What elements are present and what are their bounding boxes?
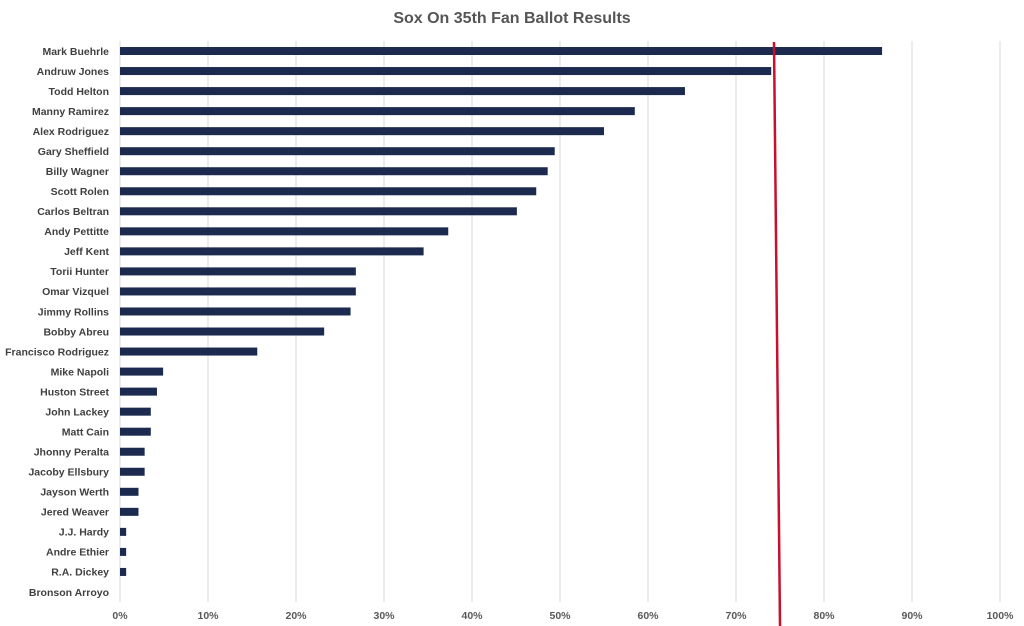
x-tick-label: 30% [373, 610, 395, 622]
bar [120, 387, 157, 396]
x-tick-label: 60% [637, 610, 659, 622]
bar [120, 447, 145, 456]
category-label: Scott Rolen [51, 186, 109, 198]
bar [120, 567, 127, 576]
bar [120, 367, 164, 376]
x-tick-label: 70% [725, 610, 747, 622]
category-label: Alex Rodriguez [33, 126, 109, 138]
bar [120, 287, 356, 296]
bar [120, 167, 548, 176]
bar [120, 147, 555, 156]
x-tick-label: 40% [461, 610, 483, 622]
category-label: Jered Weaver [41, 507, 109, 519]
category-label: Mike Napoli [51, 366, 109, 378]
bar [120, 467, 145, 476]
bar [120, 327, 325, 336]
category-label: Matt Cain [62, 426, 109, 438]
bar [120, 347, 258, 356]
bar [120, 407, 151, 416]
bar [120, 507, 139, 516]
category-label: Francisco Rodriguez [5, 346, 109, 358]
x-tick-label: 80% [813, 610, 835, 622]
category-label: Jayson Werth [40, 487, 109, 499]
bars [120, 47, 883, 576]
category-label: Jacoby Ellsbury [28, 467, 109, 479]
category-label: Carlos Beltran [37, 206, 109, 218]
bar [120, 547, 127, 556]
category-label: Jimmy Rollins [38, 306, 109, 318]
bar [120, 207, 517, 216]
category-label: J.J. Hardy [59, 527, 109, 539]
category-label: Andre Ethier [46, 547, 109, 559]
category-label: Huston Street [40, 386, 109, 398]
category-label: Gary Sheffield [38, 146, 109, 158]
category-label: R.A. Dickey [51, 567, 109, 579]
bar [120, 47, 883, 56]
bar [120, 227, 449, 236]
x-tick-label: 20% [285, 610, 307, 622]
bar [120, 307, 351, 316]
category-label: Omar Vizquel [42, 286, 109, 298]
x-tick-label: 100% [987, 610, 1015, 622]
bar [120, 527, 127, 536]
x-axis-tick-labels: 0% 10% 20% 30% 40% 50% 60% 70% 80% 90% 100% [112, 610, 1014, 622]
bar [120, 267, 356, 276]
chart-title: Sox On 35th Fan Ballot Results [393, 10, 630, 27]
x-tick-label: 0% [112, 610, 128, 622]
category-label: Andy Pettitte [44, 226, 109, 238]
grid-lines [119, 41, 1001, 602]
category-label: Jhonny Peralta [34, 447, 109, 459]
bar [120, 487, 139, 496]
category-label: Bronson Arroyo [29, 587, 109, 599]
bar [120, 107, 635, 116]
category-label: Manny Ramirez [32, 106, 109, 118]
category-label: Bobby Abreu [43, 326, 109, 338]
category-label: Andruw Jones [37, 66, 110, 78]
category-labels: Mark Buehrle Andruw Jones Todd Helton Manny… [5, 46, 109, 599]
bar [120, 427, 151, 436]
threshold-line [772, 41, 782, 626]
bar [120, 187, 537, 196]
category-label: Torii Hunter [50, 266, 109, 278]
threshold-line-75-percent [772, 41, 782, 626]
x-tick-label: 50% [549, 610, 571, 622]
bar [120, 67, 772, 76]
bar [120, 127, 604, 136]
category-label: Mark Buehrle [42, 46, 109, 58]
category-label: Billy Wagner [46, 166, 109, 178]
bar [120, 247, 424, 256]
bar [120, 87, 685, 96]
category-label: Todd Helton [49, 86, 109, 98]
category-label: Jeff Kent [64, 246, 109, 258]
x-tick-label: 10% [197, 610, 219, 622]
category-label: John Lackey [45, 406, 109, 418]
x-tick-label: 90% [901, 610, 923, 622]
